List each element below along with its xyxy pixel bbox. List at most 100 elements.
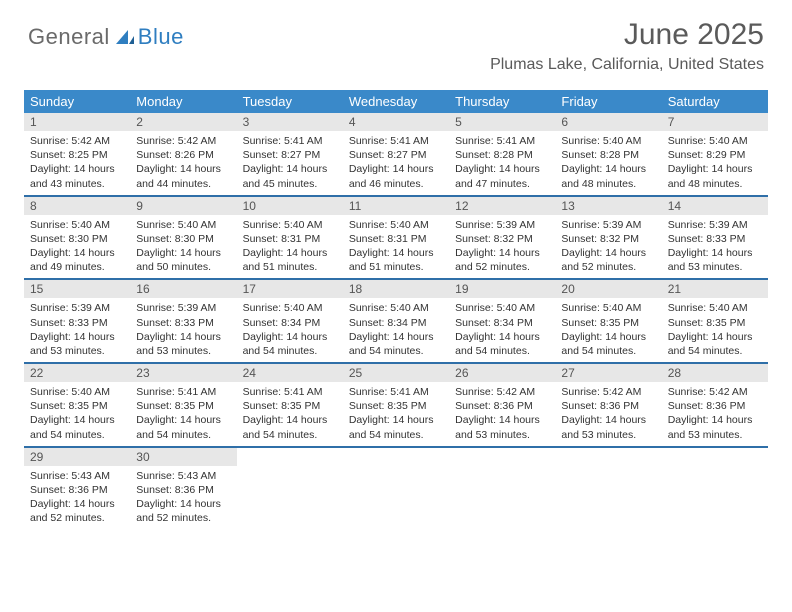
daylight-line: Daylight: 14 hours and 53 minutes.: [668, 413, 762, 441]
sunrise-line: Sunrise: 5:40 AM: [668, 134, 762, 148]
day-number: 25: [343, 364, 449, 382]
day-header-mon: Monday: [130, 90, 236, 113]
sunrise-line: Sunrise: 5:39 AM: [136, 301, 230, 315]
location-text: Plumas Lake, California, United States: [490, 56, 764, 74]
calendar: Sunday Monday Tuesday Wednesday Thursday…: [24, 90, 768, 529]
daylight-line: Daylight: 14 hours and 52 minutes.: [30, 497, 124, 525]
calendar-week: 29Sunrise: 5:43 AMSunset: 8:36 PMDayligh…: [24, 446, 768, 530]
sunrise-line: Sunrise: 5:39 AM: [561, 218, 655, 232]
day-number: 20: [555, 280, 661, 298]
sunset-line: Sunset: 8:27 PM: [349, 148, 443, 162]
day-details: Sunrise: 5:41 AMSunset: 8:35 PMDaylight:…: [343, 382, 449, 446]
calendar-cell: [343, 448, 449, 530]
calendar-cell: 25Sunrise: 5:41 AMSunset: 8:35 PMDayligh…: [343, 364, 449, 446]
day-details: Sunrise: 5:42 AMSunset: 8:36 PMDaylight:…: [449, 382, 555, 446]
sunrise-line: Sunrise: 5:40 AM: [349, 218, 443, 232]
day-details: Sunrise: 5:40 AMSunset: 8:34 PMDaylight:…: [237, 298, 343, 362]
sunset-line: Sunset: 8:34 PM: [243, 316, 337, 330]
sunrise-line: Sunrise: 5:41 AM: [243, 134, 337, 148]
sunset-line: Sunset: 8:33 PM: [136, 316, 230, 330]
sunrise-line: Sunrise: 5:42 AM: [561, 385, 655, 399]
sunset-line: Sunset: 8:34 PM: [455, 316, 549, 330]
calendar-cell: 27Sunrise: 5:42 AMSunset: 8:36 PMDayligh…: [555, 364, 661, 446]
day-number: 5: [449, 113, 555, 131]
day-number: 11: [343, 197, 449, 215]
daylight-line: Daylight: 14 hours and 54 minutes.: [349, 413, 443, 441]
day-number: 18: [343, 280, 449, 298]
calendar-cell: 17Sunrise: 5:40 AMSunset: 8:34 PMDayligh…: [237, 280, 343, 362]
day-number: 26: [449, 364, 555, 382]
day-number: 8: [24, 197, 130, 215]
sunrise-line: Sunrise: 5:43 AM: [136, 469, 230, 483]
calendar-cell: 22Sunrise: 5:40 AMSunset: 8:35 PMDayligh…: [24, 364, 130, 446]
day-details: Sunrise: 5:39 AMSunset: 8:33 PMDaylight:…: [662, 215, 768, 279]
calendar-cell: 9Sunrise: 5:40 AMSunset: 8:30 PMDaylight…: [130, 197, 236, 279]
day-details: Sunrise: 5:40 AMSunset: 8:30 PMDaylight:…: [24, 215, 130, 279]
header: General Blue June 2025 Plumas Lake, Cali…: [0, 0, 792, 80]
calendar-cell: 23Sunrise: 5:41 AMSunset: 8:35 PMDayligh…: [130, 364, 236, 446]
calendar-week: 1Sunrise: 5:42 AMSunset: 8:25 PMDaylight…: [24, 113, 768, 195]
sunrise-line: Sunrise: 5:42 AM: [30, 134, 124, 148]
sunset-line: Sunset: 8:30 PM: [30, 232, 124, 246]
daylight-line: Daylight: 14 hours and 53 minutes.: [668, 246, 762, 274]
sunrise-line: Sunrise: 5:39 AM: [30, 301, 124, 315]
day-details: Sunrise: 5:43 AMSunset: 8:36 PMDaylight:…: [130, 466, 236, 530]
day-number: 14: [662, 197, 768, 215]
daylight-line: Daylight: 14 hours and 53 minutes.: [136, 330, 230, 358]
day-number: 22: [24, 364, 130, 382]
logo-text-blue: Blue: [138, 24, 184, 50]
calendar-cell: 30Sunrise: 5:43 AMSunset: 8:36 PMDayligh…: [130, 448, 236, 530]
daylight-line: Daylight: 14 hours and 51 minutes.: [243, 246, 337, 274]
daylight-line: Daylight: 14 hours and 48 minutes.: [561, 162, 655, 190]
day-details: Sunrise: 5:42 AMSunset: 8:25 PMDaylight:…: [24, 131, 130, 195]
calendar-week: 15Sunrise: 5:39 AMSunset: 8:33 PMDayligh…: [24, 278, 768, 362]
day-number: 27: [555, 364, 661, 382]
calendar-week: 8Sunrise: 5:40 AMSunset: 8:30 PMDaylight…: [24, 195, 768, 279]
sunset-line: Sunset: 8:36 PM: [561, 399, 655, 413]
day-number: 15: [24, 280, 130, 298]
sunset-line: Sunset: 8:36 PM: [136, 483, 230, 497]
day-number: 9: [130, 197, 236, 215]
sunset-line: Sunset: 8:32 PM: [455, 232, 549, 246]
day-header-thu: Thursday: [449, 90, 555, 113]
sunset-line: Sunset: 8:26 PM: [136, 148, 230, 162]
day-details: Sunrise: 5:40 AMSunset: 8:31 PMDaylight:…: [343, 215, 449, 279]
sunset-line: Sunset: 8:36 PM: [455, 399, 549, 413]
day-number: 2: [130, 113, 236, 131]
day-details: Sunrise: 5:41 AMSunset: 8:27 PMDaylight:…: [343, 131, 449, 195]
sunrise-line: Sunrise: 5:41 AM: [136, 385, 230, 399]
daylight-line: Daylight: 14 hours and 51 minutes.: [349, 246, 443, 274]
sunset-line: Sunset: 8:35 PM: [349, 399, 443, 413]
calendar-cell: 19Sunrise: 5:40 AMSunset: 8:34 PMDayligh…: [449, 280, 555, 362]
daylight-line: Daylight: 14 hours and 46 minutes.: [349, 162, 443, 190]
calendar-cell: [449, 448, 555, 530]
day-header-tue: Tuesday: [237, 90, 343, 113]
calendar-cell: 29Sunrise: 5:43 AMSunset: 8:36 PMDayligh…: [24, 448, 130, 530]
sunrise-line: Sunrise: 5:41 AM: [455, 134, 549, 148]
day-header-row: Sunday Monday Tuesday Wednesday Thursday…: [24, 90, 768, 113]
sunrise-line: Sunrise: 5:40 AM: [243, 301, 337, 315]
day-header-wed: Wednesday: [343, 90, 449, 113]
day-details: Sunrise: 5:39 AMSunset: 8:33 PMDaylight:…: [130, 298, 236, 362]
calendar-cell: 10Sunrise: 5:40 AMSunset: 8:31 PMDayligh…: [237, 197, 343, 279]
logo-text-general: General: [28, 24, 110, 50]
sunset-line: Sunset: 8:30 PM: [136, 232, 230, 246]
calendar-cell: [662, 448, 768, 530]
sunset-line: Sunset: 8:31 PM: [349, 232, 443, 246]
daylight-line: Daylight: 14 hours and 43 minutes.: [30, 162, 124, 190]
calendar-cell: 16Sunrise: 5:39 AMSunset: 8:33 PMDayligh…: [130, 280, 236, 362]
daylight-line: Daylight: 14 hours and 53 minutes.: [30, 330, 124, 358]
calendar-cell: 24Sunrise: 5:41 AMSunset: 8:35 PMDayligh…: [237, 364, 343, 446]
sunset-line: Sunset: 8:36 PM: [30, 483, 124, 497]
sunrise-line: Sunrise: 5:40 AM: [561, 134, 655, 148]
calendar-cell: 26Sunrise: 5:42 AMSunset: 8:36 PMDayligh…: [449, 364, 555, 446]
sunrise-line: Sunrise: 5:40 AM: [349, 301, 443, 315]
day-details: Sunrise: 5:40 AMSunset: 8:34 PMDaylight:…: [449, 298, 555, 362]
calendar-cell: [555, 448, 661, 530]
logo: General Blue: [28, 24, 184, 50]
day-number: 21: [662, 280, 768, 298]
calendar-cell: 1Sunrise: 5:42 AMSunset: 8:25 PMDaylight…: [24, 113, 130, 195]
sunrise-line: Sunrise: 5:42 AM: [668, 385, 762, 399]
day-details: Sunrise: 5:42 AMSunset: 8:36 PMDaylight:…: [662, 382, 768, 446]
day-number: 29: [24, 448, 130, 466]
